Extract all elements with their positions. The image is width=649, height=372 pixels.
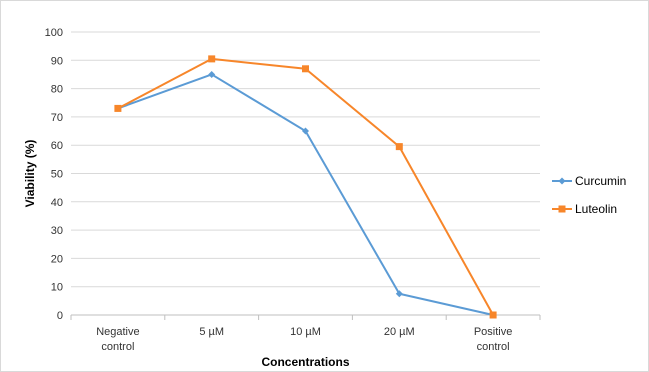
y-tick-label: 100 — [45, 27, 63, 39]
y-tick-label: 50 — [51, 169, 63, 181]
y-axis-title: Viability (%) — [23, 140, 37, 208]
data-point-luteolin — [208, 55, 216, 63]
x-axis-title: Concentrations — [261, 355, 349, 369]
y-tick-label: 90 — [51, 55, 63, 67]
x-tick-label: Positive — [474, 326, 513, 338]
x-tick-label: control — [101, 341, 134, 353]
y-tick-label: 10 — [51, 282, 63, 294]
x-axis-ticks: Negative control 5 µM 10 µM 20 µM Positive con… — [96, 326, 512, 353]
x-tick-label: Negative — [96, 326, 139, 338]
y-tick-label: 20 — [51, 253, 63, 265]
data-point-curcumin — [302, 127, 309, 135]
data-point-luteolin — [395, 143, 403, 151]
x-tick-label: 10 µM — [290, 326, 321, 338]
x-tick-label: control — [477, 341, 510, 353]
x-tick-label: 5 µM — [199, 326, 224, 338]
y-tick-label: 0 — [57, 310, 63, 322]
legend-label-curcumin: Curcumin — [575, 174, 626, 188]
y-tick-label: 80 — [51, 84, 63, 96]
series-line-curcumin — [117, 73, 494, 316]
x-tick-label: 20 µM — [384, 326, 415, 338]
gridlines — [71, 31, 540, 288]
series-layer — [114, 55, 497, 319]
data-point-luteolin — [302, 65, 309, 73]
legend-marker-curcumin — [558, 177, 566, 185]
y-tick-label: 30 — [51, 225, 63, 237]
y-tick-label: 40 — [51, 197, 63, 209]
y-axis-ticks: 0 10 20 30 40 50 60 70 80 90 100 — [45, 27, 63, 322]
data-point-curcumin — [395, 290, 403, 298]
data-point-luteolin — [114, 104, 122, 112]
legend-marker-luteolin — [558, 205, 566, 213]
legend-label-luteolin: Luteolin — [575, 202, 617, 216]
legend: Curcumin Luteolin — [552, 174, 626, 216]
axes — [70, 314, 541, 320]
data-point-luteolin — [489, 311, 497, 319]
y-tick-label: 70 — [51, 112, 63, 124]
series-line-luteolin — [117, 57, 494, 316]
data-point-curcumin — [208, 70, 216, 78]
y-tick-label: 60 — [51, 140, 63, 152]
